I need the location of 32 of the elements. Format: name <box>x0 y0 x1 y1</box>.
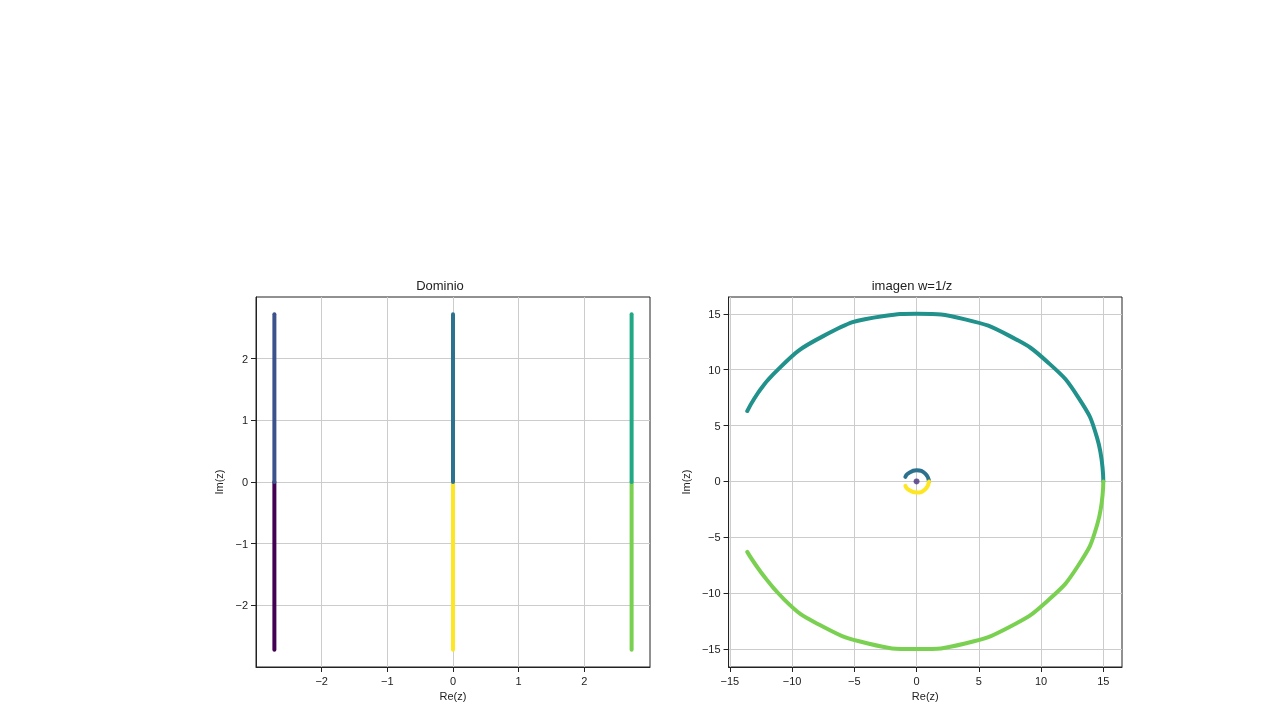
y-tick-label: 0 <box>241 476 248 488</box>
x-axis-title: Re(z) <box>911 690 939 703</box>
line-series <box>745 311 1106 484</box>
y-tick-label: −2 <box>235 599 248 612</box>
y-tick-label: −5 <box>708 531 721 544</box>
x-tick-label: −1 <box>381 674 394 687</box>
x-tick-label: −5 <box>848 674 861 687</box>
x-tick-label: 1 <box>515 674 522 687</box>
y-tick-label: −15 <box>701 643 721 656</box>
x-tick-label: 10 <box>1034 674 1048 687</box>
y-tick-label: 10 <box>708 363 721 376</box>
line-series <box>745 479 1106 652</box>
chart-title: imagen w=1/z <box>871 278 953 293</box>
y-axis-title: Im(z) <box>213 469 226 495</box>
x-tick-label: 15 <box>1097 674 1110 687</box>
y-tick-label: 5 <box>714 419 721 432</box>
y-tick-label: −1 <box>235 537 248 550</box>
y-tick-label: 2 <box>241 352 248 365</box>
x-tick-label: 0 <box>449 674 457 687</box>
x-tick-label: −10 <box>782 674 802 687</box>
y-tick-label: 15 <box>708 307 721 320</box>
chart-title: Dominio <box>416 278 464 293</box>
x-tick-label: 2 <box>581 674 588 687</box>
x-axis-title: Re(z) <box>439 690 467 703</box>
y-tick-label: −10 <box>701 587 721 600</box>
x-tick-label: 5 <box>975 674 982 687</box>
x-tick-label: −2 <box>315 674 328 687</box>
y-tick-label: 1 <box>241 414 248 427</box>
line-series <box>903 479 932 495</box>
x-tick-label: 0 <box>913 674 920 687</box>
y-tick-label: 0 <box>714 475 721 488</box>
y-axis-title: Im(z) <box>679 469 692 495</box>
